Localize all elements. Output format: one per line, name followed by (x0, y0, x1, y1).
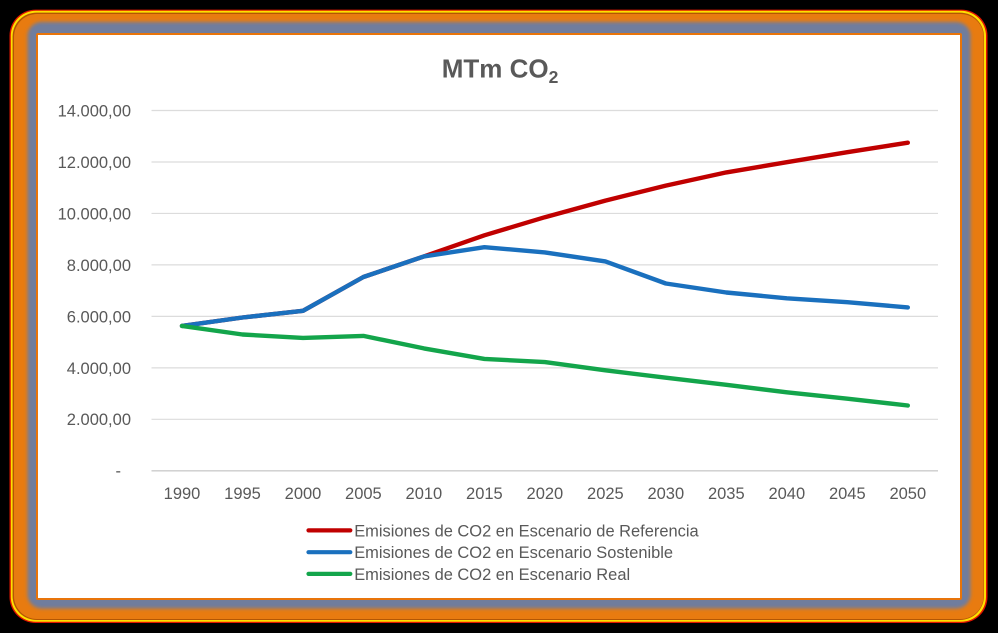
svg-text:2000: 2000 (285, 485, 322, 503)
svg-text:Emisiones de CO2 en Escenario: Emisiones de CO2 en Escenario Real (354, 566, 630, 584)
svg-text:2035: 2035 (708, 485, 745, 503)
svg-text:2030: 2030 (647, 485, 684, 503)
svg-text:2.000,00: 2.000,00 (67, 411, 131, 429)
svg-text:1990: 1990 (164, 485, 201, 503)
svg-text:4.000,00: 4.000,00 (67, 360, 131, 378)
svg-text:12.000,00: 12.000,00 (58, 154, 131, 172)
svg-text:6.000,00: 6.000,00 (67, 308, 131, 326)
svg-text:Emisiones de CO2 en Escenario: Emisiones de CO2 en Escenario Sostenible (354, 544, 673, 562)
svg-text:2005: 2005 (345, 485, 382, 503)
svg-text:Emisiones de CO2 en Escenario: Emisiones de CO2 en Escenario de Referen… (354, 522, 699, 540)
svg-text:1995: 1995 (224, 485, 261, 503)
svg-text:2015: 2015 (466, 485, 503, 503)
svg-text:2010: 2010 (406, 485, 443, 503)
svg-text:2025: 2025 (587, 485, 624, 503)
svg-text:-: - (116, 463, 122, 481)
svg-text:2020: 2020 (527, 485, 564, 503)
svg-text:10.000,00: 10.000,00 (58, 205, 131, 223)
svg-text:2045: 2045 (829, 485, 866, 503)
svg-text:8.000,00: 8.000,00 (67, 257, 131, 275)
svg-text:2040: 2040 (768, 485, 805, 503)
svg-text:14.000,00: 14.000,00 (58, 102, 131, 120)
svg-text:2050: 2050 (889, 485, 926, 503)
svg-text:MTm CO2: MTm CO2 (442, 54, 559, 88)
